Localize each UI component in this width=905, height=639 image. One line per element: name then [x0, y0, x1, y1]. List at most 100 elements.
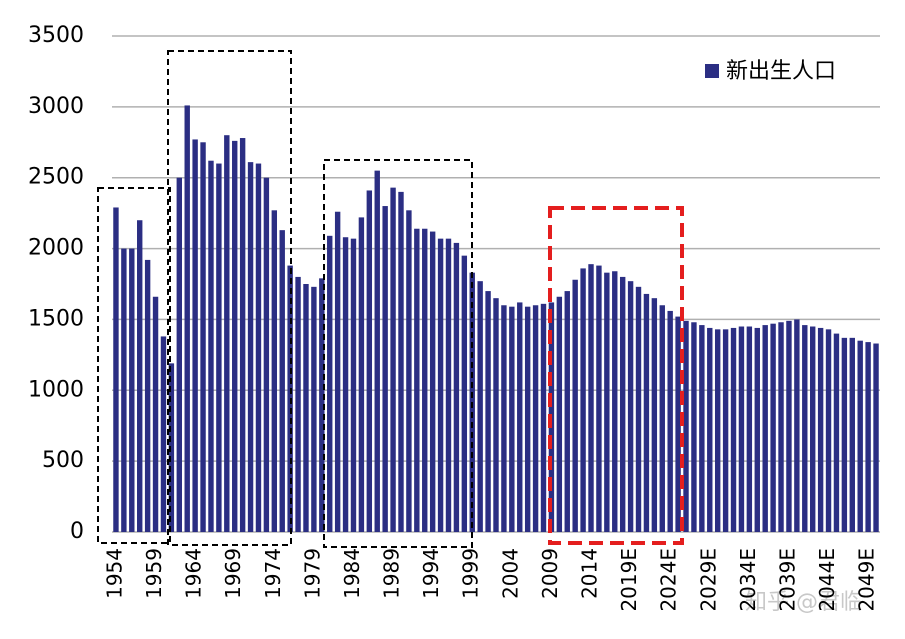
- bar: [524, 306, 531, 532]
- bar: [667, 310, 673, 532]
- bar: [271, 210, 278, 532]
- bar: [825, 329, 832, 532]
- bar: [730, 327, 737, 532]
- bar: [113, 207, 119, 532]
- y-tick-label: 2500: [28, 165, 84, 190]
- bar: [714, 329, 721, 532]
- bar: [200, 142, 206, 533]
- bar: [810, 326, 816, 532]
- bar: [849, 337, 855, 532]
- bar: [659, 305, 665, 532]
- bar: [414, 228, 420, 532]
- bar: [564, 291, 570, 532]
- bar: [841, 337, 848, 532]
- bar: [833, 333, 840, 532]
- bar: [121, 248, 127, 533]
- bar: [366, 190, 373, 532]
- bar: [453, 242, 460, 532]
- x-tick-label: 1954: [102, 548, 126, 599]
- bar: [691, 322, 697, 532]
- bar: [477, 281, 483, 532]
- x-tick-label: 2049E: [855, 548, 879, 612]
- highlight-boxes: [97, 50, 684, 548]
- bar: [263, 177, 270, 532]
- bar: [493, 298, 499, 532]
- bar: [754, 327, 760, 532]
- bar: [540, 303, 547, 532]
- y-tick-label: 3500: [28, 23, 84, 48]
- highlight-box: [167, 50, 292, 546]
- bar: [429, 231, 436, 532]
- bar: [817, 327, 824, 532]
- bar: [279, 230, 285, 533]
- bar: [612, 271, 618, 532]
- bar: [786, 320, 792, 532]
- bar: [168, 363, 175, 532]
- x-tick-label: 2014: [578, 548, 602, 599]
- bar: [144, 259, 151, 532]
- y-tick-label: 0: [70, 519, 84, 544]
- x-tick-label: 1979: [300, 548, 324, 599]
- bar: [239, 138, 246, 532]
- bar: [342, 237, 349, 532]
- bar: [137, 220, 143, 532]
- x-tick-label: 1984: [340, 548, 364, 599]
- bar: [160, 336, 167, 532]
- bar: [580, 268, 586, 532]
- bar: [422, 228, 428, 532]
- bar: [398, 191, 404, 532]
- bar: [509, 306, 515, 532]
- bar: [445, 238, 452, 532]
- bar: [596, 265, 602, 532]
- bar: [635, 286, 642, 532]
- x-tick-label: 2034E: [736, 548, 760, 612]
- bar: [232, 140, 238, 532]
- bar: [255, 163, 262, 533]
- bar: [556, 296, 563, 532]
- bar: [572, 279, 578, 532]
- x-tick-label: 2019E: [617, 548, 641, 612]
- bar: [382, 206, 388, 533]
- x-tick-label: 1964: [182, 548, 206, 599]
- x-tick-label: 1959: [142, 548, 166, 599]
- bar: [722, 329, 729, 532]
- bar: [184, 105, 190, 532]
- y-tick-label: 2000: [28, 236, 84, 261]
- bar: [794, 319, 800, 532]
- bar: [334, 211, 341, 532]
- bar: [675, 316, 681, 532]
- bar: [461, 255, 468, 532]
- x-tick-label: 2009: [538, 548, 562, 599]
- bar: [224, 135, 230, 532]
- bar: [129, 248, 135, 533]
- bar: [778, 322, 784, 532]
- legend-label: 新出生人口: [726, 59, 836, 84]
- bar: [485, 291, 491, 532]
- bar: [311, 286, 317, 532]
- bar: [303, 284, 309, 532]
- bar: [683, 320, 689, 532]
- bar: [588, 264, 594, 532]
- bar: [216, 163, 222, 533]
- bar: [319, 278, 325, 532]
- y-tick-label: 3000: [28, 94, 84, 119]
- x-tick-label: 2004: [498, 548, 522, 599]
- bar: [627, 281, 634, 532]
- bar: [643, 293, 650, 532]
- bar: [746, 326, 753, 532]
- x-tick-label: 2024E: [657, 548, 681, 612]
- bar: [501, 305, 507, 532]
- bar: [517, 302, 523, 532]
- watermark: 知乎 @君临: [745, 590, 862, 615]
- bar: [532, 305, 539, 532]
- bar: [802, 325, 808, 532]
- y-tick-label: 500: [42, 448, 84, 473]
- y-tick-label: 1500: [28, 306, 84, 331]
- bar: [208, 160, 214, 533]
- bar: [865, 342, 871, 532]
- bar: [707, 327, 713, 532]
- bar: [390, 187, 396, 533]
- bar: [651, 298, 658, 532]
- x-tick-label: 1989: [380, 548, 404, 599]
